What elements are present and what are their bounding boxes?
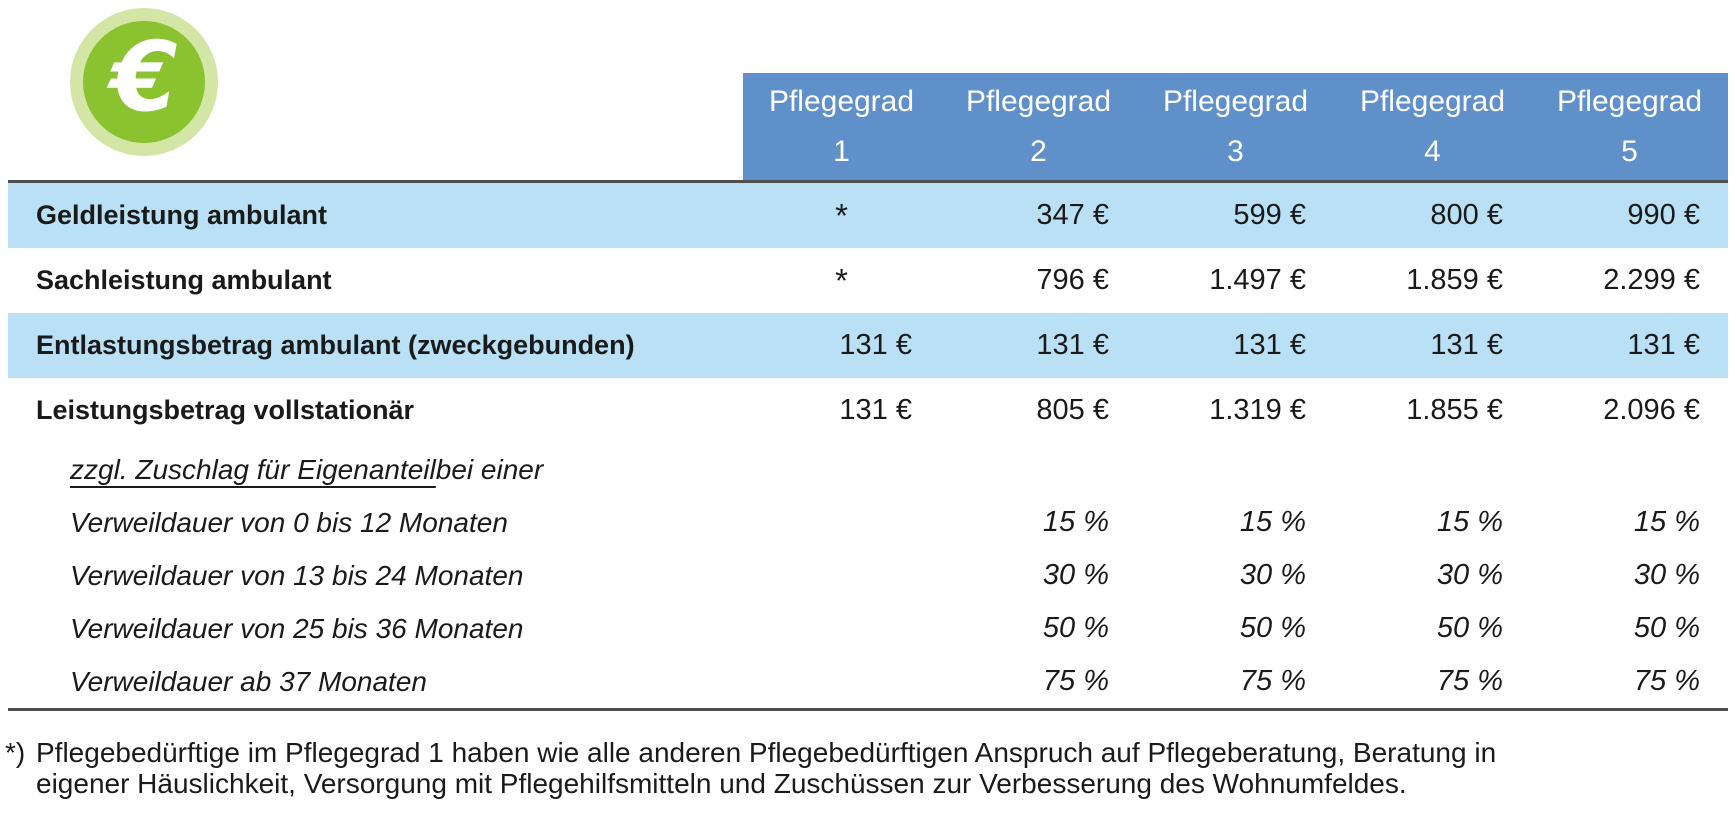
table-row-sachleistung: Sachleistung ambulant * 796 € 1.497 € 1.…: [8, 248, 1728, 313]
table-row-verweildauer-0-12: Verweildauer von 0 bis 12 Monaten 15 % 1…: [8, 496, 1728, 549]
cell-value: 2.096 €: [1603, 394, 1700, 426]
cell-value: 75 %: [1633, 665, 1700, 697]
table-row-verweildauer-ab-37: Verweildauer ab 37 Monaten 75 % 75 % 75 …: [8, 655, 1728, 708]
cell-value: 15 %: [1633, 506, 1700, 538]
cell-value: 599 €: [1233, 199, 1306, 231]
cell-value: [743, 496, 940, 549]
cell-value: [743, 443, 940, 496]
euro-badge: €: [70, 8, 218, 156]
cell-value: 75 %: [1436, 665, 1503, 697]
row-label: Entlastungsbetrag ambulant (zweckgebunde…: [36, 330, 635, 360]
column-header-number: 2: [1030, 134, 1047, 168]
row-label-underlined: zzgl. Zuschlag für Eigenanteil: [70, 453, 436, 485]
table-row-entlastungsbetrag: Entlastungsbetrag ambulant (zweckgebunde…: [8, 313, 1728, 378]
cell-value: 1.319 €: [1209, 394, 1306, 426]
row-label: Geldleistung ambulant: [36, 200, 328, 230]
cell-value: [1334, 443, 1531, 496]
cell-value: 800 €: [1430, 199, 1503, 231]
cell-value: 796 €: [1036, 264, 1109, 296]
footnote: *) Pflegebedürftige im Pflegegrad 1 habe…: [5, 737, 1541, 799]
column-header-label: Pflegegrad: [1162, 84, 1309, 118]
cell-value: [743, 602, 940, 655]
cell-value: [743, 655, 940, 708]
cell-value: 131 €: [1627, 329, 1700, 361]
cell-value: 50 %: [1239, 612, 1306, 644]
row-label: Sachleistung ambulant: [36, 265, 332, 295]
row-label: Verweildauer ab 37 Monaten: [70, 665, 427, 697]
cell-value: 50 %: [1633, 612, 1700, 644]
cell-value: 75 %: [1042, 665, 1109, 697]
cell-value: 50 %: [1042, 612, 1109, 644]
cell-value: 30 %: [1042, 559, 1109, 591]
cell-value: *: [835, 196, 848, 234]
cell-value: 15 %: [1436, 506, 1503, 538]
column-header-pflegegrad-3: Pflegegrad 3: [1137, 73, 1334, 180]
cell-value: 131 €: [1233, 329, 1306, 361]
cell-value: 805 €: [1036, 394, 1109, 426]
cell-value: 15 %: [1239, 506, 1306, 538]
cell-value: 131 €: [1036, 329, 1109, 361]
cell-value: 75 %: [1239, 665, 1306, 697]
cell-value: 50 %: [1436, 612, 1503, 644]
column-header-number: 5: [1621, 134, 1638, 168]
header-spacer: [8, 73, 743, 180]
column-header-pflegegrad-4: Pflegegrad 4: [1334, 73, 1531, 180]
column-header-pflegegrad-2: Pflegegrad 2: [940, 73, 1137, 180]
table-row-verweildauer-13-24: Verweildauer von 13 bis 24 Monaten 30 % …: [8, 549, 1728, 602]
cell-value: 1.497 €: [1209, 264, 1306, 296]
euro-badge-inner: €: [83, 21, 205, 143]
cell-value: 1.859 €: [1406, 264, 1503, 296]
cell-value: 990 €: [1627, 199, 1700, 231]
footnote-marker: *): [5, 737, 26, 768]
row-label: Verweildauer von 0 bis 12 Monaten: [70, 506, 508, 538]
cell-value: 30 %: [1436, 559, 1503, 591]
table-row-geldleistung: Geldleistung ambulant * 347 € 599 € 800 …: [8, 183, 1728, 248]
table-row-leistungsbetrag: Leistungsbetrag vollstationär 131 € 805 …: [8, 378, 1728, 443]
cell-value: 131 €: [839, 329, 912, 361]
column-header-label: Pflegegrad: [965, 84, 1112, 118]
footnote-text: Pflegebedürftige im Pflegegrad 1 haben w…: [36, 737, 1497, 799]
cell-value: [1137, 443, 1334, 496]
row-label: Verweildauer von 13 bis 24 Monaten: [70, 559, 524, 591]
row-label: Verweildauer von 25 bis 36 Monaten: [70, 612, 524, 644]
column-header-label: Pflegegrad: [1556, 84, 1703, 118]
column-header-pflegegrad-1: Pflegegrad 1: [743, 73, 940, 180]
column-header-pflegegrad-5: Pflegegrad 5: [1531, 73, 1728, 180]
table-row-verweildauer-25-36: Verweildauer von 25 bis 36 Monaten 50 % …: [8, 602, 1728, 655]
cell-value: 30 %: [1239, 559, 1306, 591]
cell-value: [743, 549, 940, 602]
table-header-row: Pflegegrad 1 Pflegegrad 2 Pflegegrad 3 P…: [8, 73, 1728, 180]
euro-icon: €: [110, 21, 178, 133]
row-label: Leistungsbetrag vollstationär: [36, 395, 415, 425]
cell-value: 15 %: [1042, 506, 1109, 538]
benefits-table: Pflegegrad 1 Pflegegrad 2 Pflegegrad 3 P…: [8, 73, 1728, 711]
header-band: Pflegegrad 1 Pflegegrad 2 Pflegegrad 3 P…: [743, 73, 1728, 180]
cell-value: 2.299 €: [1603, 264, 1700, 296]
cell-value: *: [835, 261, 848, 299]
column-header-number: 3: [1227, 134, 1244, 168]
row-label-rest: bei einer: [435, 453, 544, 485]
cell-value: 30 %: [1633, 559, 1700, 591]
column-header-number: 1: [833, 134, 850, 168]
cell-value: 1.855 €: [1406, 394, 1503, 426]
cell-value: [940, 443, 1137, 496]
cell-value: 131 €: [1430, 329, 1503, 361]
table-body: Geldleistung ambulant * 347 € 599 € 800 …: [8, 180, 1728, 711]
cell-value: 347 €: [1036, 199, 1109, 231]
column-header-label: Pflegegrad: [768, 84, 915, 118]
column-header-number: 4: [1424, 134, 1441, 168]
cell-value: 131 €: [839, 394, 912, 426]
table-row-zuschlag-header: zzgl. Zuschlag für Eigenanteil bei einer: [8, 443, 1728, 496]
cell-value: [1531, 443, 1728, 496]
column-header-label: Pflegegrad: [1359, 84, 1506, 118]
row-label: zzgl. Zuschlag für Eigenanteil bei einer: [8, 443, 743, 496]
